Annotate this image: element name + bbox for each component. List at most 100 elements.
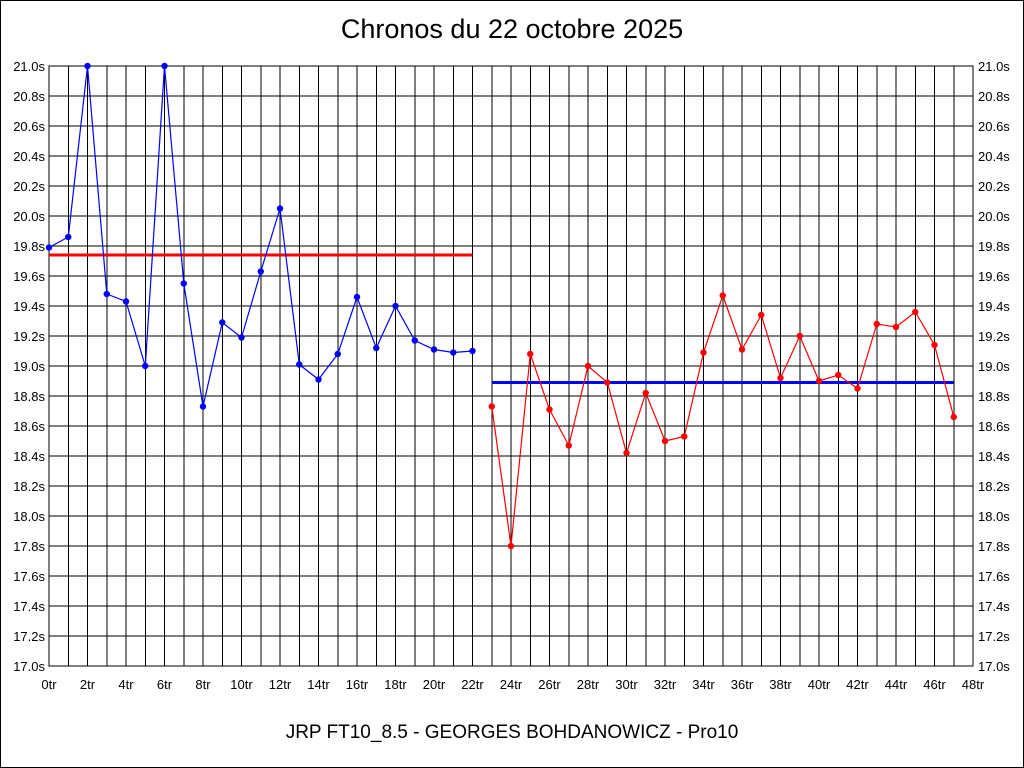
x-tick-label: 36tr [731,677,754,692]
data-point [835,371,842,379]
y-tick-label-left: 17.2s [13,629,45,644]
y-tick-label-left: 17.4s [13,599,45,614]
data-point [623,449,630,457]
data-point [892,323,900,331]
data-point [507,542,515,550]
x-tick-label: 4tr [118,677,134,692]
data-point [469,347,476,355]
y-tick-label-right: 19.2s [978,329,1010,344]
y-tick-label-right: 17.2s [978,629,1010,644]
x-tick-label: 2tr [80,677,96,692]
y-tick-label-left: 20.6s [13,119,45,134]
chart-footer: JRP FT10_8.5 - GEORGES BOHDANOWICZ - Pro… [285,722,739,743]
data-point [65,233,72,241]
x-tick-label: 48tr [962,677,985,692]
y-tick-label-left: 20.8s [13,89,45,104]
data-point [700,349,707,356]
data-point [604,379,611,386]
data-point [758,311,765,319]
y-tick-label-left: 19.8s [13,239,45,254]
y-tick-label-left: 18.4s [13,449,45,464]
data-point [334,350,341,358]
data-point [796,332,803,340]
x-tick-label: 22tr [461,677,484,692]
data-point [199,403,207,410]
x-tick-label: 30tr [615,677,638,692]
data-point [546,406,553,413]
y-tick-label-left: 19.4s [13,299,45,314]
y-tick-label-right: 19.6s [978,269,1010,284]
x-tick-label: 44tr [885,677,908,692]
data-point [161,62,168,70]
x-tick-label: 20tr [423,677,446,692]
y-tick-label-left: 18.0s [13,509,45,524]
data-point [257,268,264,275]
data-point [84,62,91,70]
x-tick-label: 10tr [230,677,253,692]
data-point [142,362,149,370]
x-tick-label: 16tr [346,677,369,692]
y-tick-label-left: 19.6s [13,269,45,284]
data-point [950,413,957,421]
y-tick-label-right: 20.8s [978,89,1010,104]
x-tick-label: 12tr [269,677,292,692]
x-tick-label: 6tr [157,677,173,692]
data-point [122,298,130,305]
data-point [912,308,919,316]
data-point [45,244,53,251]
data-point [373,344,380,352]
x-tick-label: 46tr [923,677,946,692]
y-tick-label-right: 18.8s [978,389,1010,404]
data-point [450,349,457,356]
y-tick-label-right: 18.6s [978,419,1010,434]
x-tick-label: 34tr [692,677,715,692]
data-point [565,442,572,449]
y-tick-label-right: 21.0s [978,59,1010,74]
y-tick-label-right: 20.0s [978,209,1010,224]
y-tick-label-right: 20.4s [978,149,1010,164]
x-tick-label: 8tr [195,677,211,692]
x-tick-label: 28tr [577,677,600,692]
y-tick-label-left: 18.6s [13,419,45,434]
y-tick-label-right: 19.8s [978,239,1010,254]
y-tick-label-left: 17.8s [13,539,45,554]
data-point [315,376,322,383]
data-point [392,302,399,310]
data-point [488,403,495,410]
y-tick-label-left: 18.8s [13,389,45,404]
x-tick-label: 14tr [307,677,330,692]
y-tick-label-right: 17.8s [978,539,1010,554]
data-point [296,361,303,368]
x-tick-label: 0tr [41,677,57,692]
data-point [276,205,284,212]
data-point [219,319,226,326]
y-tick-label-right: 18.2s [978,479,1010,494]
x-tick-label: 40tr [808,677,831,692]
y-tick-label-left: 19.2s [13,329,45,344]
data-point [411,337,418,344]
data-point [584,362,592,370]
y-tick-label-left: 20.4s [13,149,45,164]
y-tick-label-left: 21.0s [13,59,45,74]
y-tick-label-right: 18.4s [978,449,1010,464]
data-point [854,385,861,392]
y-tick-label-right: 17.4s [978,599,1010,614]
x-tick-label: 26tr [538,677,561,692]
y-tick-label-left: 20.2s [13,179,45,194]
data-point [103,290,110,298]
y-tick-label-left: 20.0s [13,209,45,224]
data-point [719,292,726,299]
y-tick-label-right: 18.0s [978,509,1010,524]
data-point [353,293,361,301]
plot-border [48,65,974,667]
chart-title: Chronos du 22 octobre 2025 [340,14,684,44]
y-tick-label-right: 19.4s [978,299,1010,314]
y-tick-label-right: 20.6s [978,119,1010,134]
data-point [931,341,938,349]
x-tick-label: 18tr [384,677,407,692]
data-point [180,280,187,287]
y-tick-label-right: 17.6s [978,569,1010,584]
y-tick-label-left: 17.0s [13,659,45,674]
data-point [238,334,245,341]
